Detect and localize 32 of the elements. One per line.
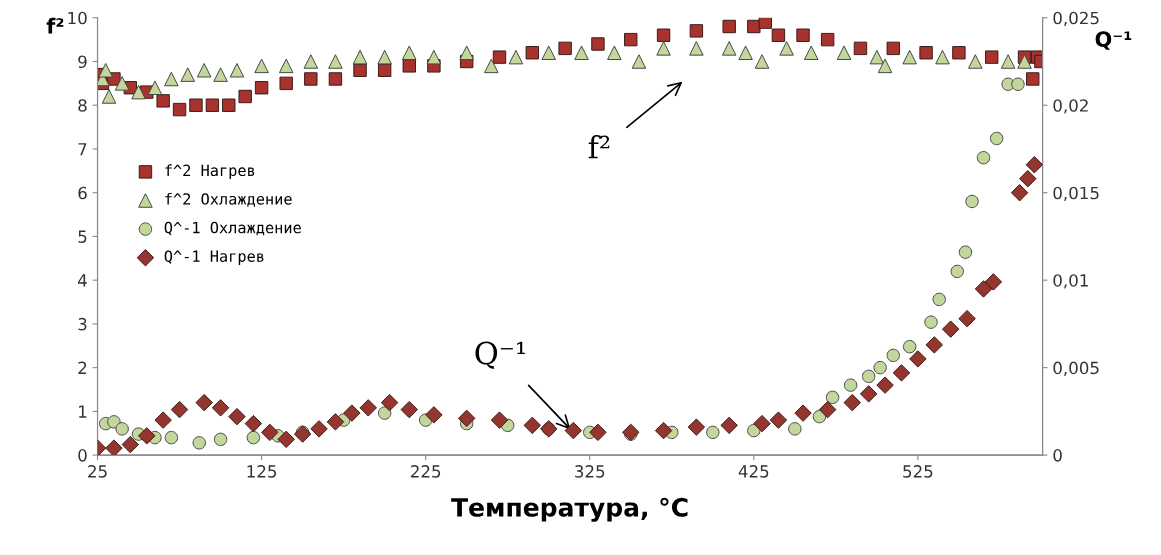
y2-tick-label: 0,02 xyxy=(1053,99,1088,114)
y2-tick-label: 0,025 xyxy=(1053,11,1099,27)
legend-label: f^2 Охлаждение xyxy=(165,192,292,207)
y-tick-label: 5 xyxy=(78,230,87,243)
annotation: Q⁻¹ xyxy=(475,341,525,369)
y-tick-label: 1 xyxy=(79,405,87,418)
legend-label: Q^-1 Нагрев xyxy=(164,250,264,265)
y-tick-label: 10 xyxy=(68,11,87,25)
x-tick-label: 125 xyxy=(247,465,277,478)
y2-tick-label: 0,01 xyxy=(1053,274,1088,289)
y-tick-label: 4 xyxy=(78,274,87,287)
x-tick-label: 25 xyxy=(88,465,107,478)
x-tick-label: 525 xyxy=(903,465,933,478)
y-axis-title: f² xyxy=(46,17,64,34)
y-tick-label: 6 xyxy=(78,186,87,200)
legend-label: f^2 Нагрев xyxy=(165,164,255,180)
y-tick-label: 0 xyxy=(78,449,87,462)
x-tick-label: 325 xyxy=(575,465,605,478)
y2-tick-label: 0,005 xyxy=(1053,361,1099,376)
x-axis-title: Температура, °C xyxy=(451,497,688,522)
annotation: f² xyxy=(588,135,610,159)
legend-label: Q^-1 Охлаждение xyxy=(164,221,301,236)
y-tick-label: 9 xyxy=(78,55,87,69)
y2-axis-title: Q⁻¹ xyxy=(1095,31,1132,50)
y-tick-label: 3 xyxy=(78,317,87,331)
y-tick-label: 2 xyxy=(78,361,87,374)
x-tick-label: 425 xyxy=(738,465,769,478)
x-tick-label: 225 xyxy=(410,465,441,478)
y-tick-label: 8 xyxy=(78,99,87,112)
y2-tick-label: 0 xyxy=(1053,449,1062,462)
y2-tick-label: 0,015 xyxy=(1053,186,1099,201)
y-tick-label: 7 xyxy=(78,143,87,156)
